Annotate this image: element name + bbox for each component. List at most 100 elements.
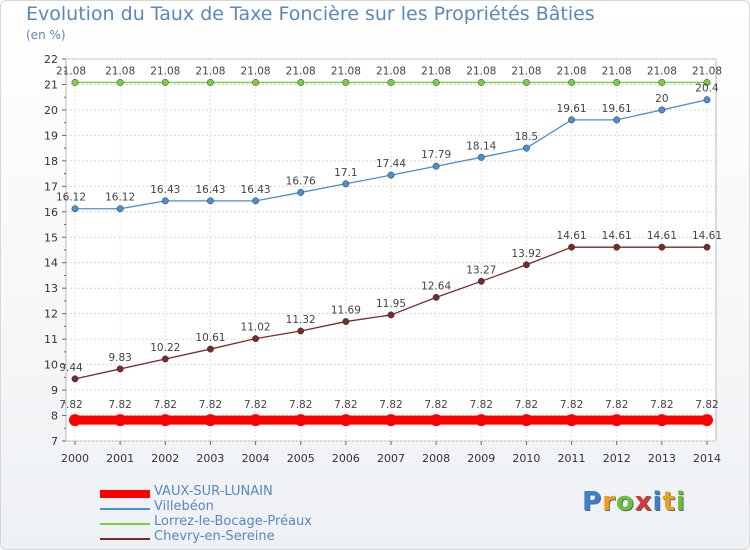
logo-letter: t bbox=[662, 487, 676, 517]
data-point bbox=[520, 414, 533, 427]
data-point bbox=[568, 116, 576, 124]
x-tick-label: 2005 bbox=[287, 452, 315, 465]
data-label: 21.08 bbox=[511, 65, 541, 77]
data-label: 18.5 bbox=[515, 131, 538, 143]
data-label: 16.12 bbox=[56, 192, 86, 204]
data-label: 7.82 bbox=[244, 399, 267, 411]
data-point bbox=[475, 414, 488, 427]
data-point bbox=[206, 78, 214, 86]
data-label: 21.08 bbox=[466, 65, 496, 77]
data-point bbox=[568, 243, 576, 251]
line-chart: 7 8 9 10 11 12 13 14 15 16 17 18 19 20 21 22 2000 2001 200… bbox=[44, 53, 722, 465]
data-label: 7.82 bbox=[650, 399, 673, 411]
data-point bbox=[294, 414, 307, 427]
logo-letter: i bbox=[675, 487, 686, 517]
data-label: 7.82 bbox=[605, 399, 628, 411]
data-point bbox=[613, 116, 621, 124]
y-tick-label: 8 bbox=[51, 410, 58, 423]
data-point bbox=[297, 78, 305, 86]
data-point bbox=[387, 171, 395, 179]
data-point bbox=[701, 414, 713, 427]
data-label: 17.79 bbox=[421, 149, 451, 161]
data-point bbox=[297, 188, 305, 196]
data-label: 21.08 bbox=[647, 65, 677, 77]
data-label: 16.43 bbox=[150, 184, 180, 196]
y-tick-label: 7 bbox=[51, 435, 58, 448]
data-point bbox=[385, 414, 397, 427]
data-point bbox=[658, 243, 666, 251]
y-tick-label: 14 bbox=[44, 257, 58, 270]
data-point bbox=[249, 414, 262, 427]
x-tick-label: 2002 bbox=[151, 452, 179, 465]
data-point bbox=[477, 78, 485, 86]
data-label: 21.08 bbox=[150, 65, 180, 77]
data-label: 7.82 bbox=[108, 399, 131, 411]
data-label: 21.08 bbox=[557, 65, 587, 77]
data-label: 16.43 bbox=[195, 184, 225, 196]
data-point bbox=[522, 261, 530, 269]
x-tick-label: 2003 bbox=[196, 452, 224, 465]
data-point bbox=[432, 293, 440, 301]
data-point bbox=[613, 243, 621, 251]
legend-label: Lorrez-le-Bocage-Préaux bbox=[154, 514, 312, 529]
data-point bbox=[387, 311, 395, 319]
x-tick-label: 2014 bbox=[693, 452, 721, 465]
y-tick-label: 11 bbox=[44, 333, 58, 346]
data-point bbox=[342, 318, 350, 326]
x-tick-label: 2001 bbox=[106, 452, 134, 465]
data-point bbox=[116, 205, 124, 213]
data-label: 16.12 bbox=[105, 192, 135, 204]
data-point bbox=[477, 277, 485, 285]
data-point bbox=[161, 78, 169, 86]
data-point bbox=[161, 197, 169, 205]
data-label: 7.82 bbox=[560, 399, 583, 411]
y-unit-label: (en %) bbox=[26, 28, 66, 42]
data-point bbox=[610, 414, 623, 427]
data-point bbox=[161, 355, 169, 363]
legend-label: Chevry-en-Sereine bbox=[154, 529, 275, 544]
y-tick-label: 12 bbox=[44, 308, 58, 321]
data-point bbox=[658, 106, 666, 114]
data-label: 17.1 bbox=[334, 167, 357, 179]
data-label: 14.61 bbox=[692, 230, 722, 242]
y-tick-label: 15 bbox=[44, 231, 58, 244]
y-tick-label: 9 bbox=[51, 384, 58, 397]
data-label: 7.82 bbox=[154, 399, 177, 411]
data-label: 16.43 bbox=[241, 184, 271, 196]
data-point bbox=[206, 345, 214, 353]
data-label: 21.08 bbox=[692, 65, 722, 77]
legend-label: Villebéon bbox=[154, 499, 214, 514]
data-label: 19.61 bbox=[557, 103, 587, 115]
y-tick-label: 17 bbox=[44, 180, 58, 193]
data-label: 7.82 bbox=[470, 399, 493, 411]
data-label: 7.82 bbox=[289, 399, 312, 411]
data-point bbox=[206, 197, 214, 205]
data-point bbox=[430, 414, 443, 427]
proxiti-logo: Proxiti bbox=[582, 487, 686, 517]
data-label: 7.82 bbox=[59, 399, 82, 411]
y-tick-label: 20 bbox=[44, 104, 58, 117]
y-tick-label: 22 bbox=[44, 53, 58, 66]
data-point bbox=[116, 365, 124, 373]
data-point bbox=[565, 414, 578, 427]
data-point bbox=[522, 144, 530, 152]
data-label: 21.08 bbox=[331, 65, 361, 77]
data-label: 13.27 bbox=[466, 264, 496, 276]
data-label: 21.08 bbox=[56, 65, 86, 77]
data-point bbox=[114, 414, 127, 427]
data-label: 19.61 bbox=[602, 103, 632, 115]
plot-area bbox=[65, 58, 717, 442]
x-tick-label: 2011 bbox=[558, 452, 586, 465]
y-tick-label: 19 bbox=[44, 129, 58, 142]
data-point bbox=[252, 335, 260, 343]
data-label: 7.82 bbox=[199, 399, 222, 411]
y-tick-label: 16 bbox=[44, 206, 58, 219]
chart-title: Evolution du Taux de Taxe Foncière sur l… bbox=[26, 3, 595, 25]
data-point bbox=[204, 414, 217, 427]
logo-letter: x bbox=[634, 487, 653, 517]
data-label: 16.76 bbox=[286, 175, 316, 187]
data-label: 10.61 bbox=[195, 332, 225, 344]
data-point bbox=[477, 153, 485, 161]
data-label: 21.08 bbox=[602, 65, 632, 77]
x-tick-label: 2004 bbox=[242, 452, 270, 465]
